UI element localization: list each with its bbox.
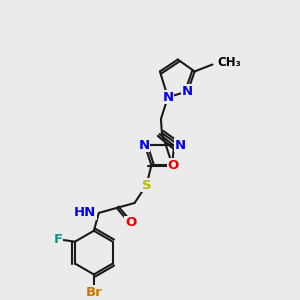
Text: Br: Br	[85, 286, 102, 299]
Text: N: N	[138, 139, 149, 152]
Text: S: S	[142, 178, 151, 192]
Text: N: N	[174, 139, 185, 152]
Text: F: F	[53, 233, 63, 246]
Text: N: N	[182, 85, 193, 98]
Text: CH₃: CH₃	[218, 56, 241, 69]
Text: N: N	[162, 91, 173, 104]
Text: HN: HN	[74, 206, 96, 219]
Text: O: O	[168, 159, 179, 172]
Text: O: O	[125, 216, 136, 229]
